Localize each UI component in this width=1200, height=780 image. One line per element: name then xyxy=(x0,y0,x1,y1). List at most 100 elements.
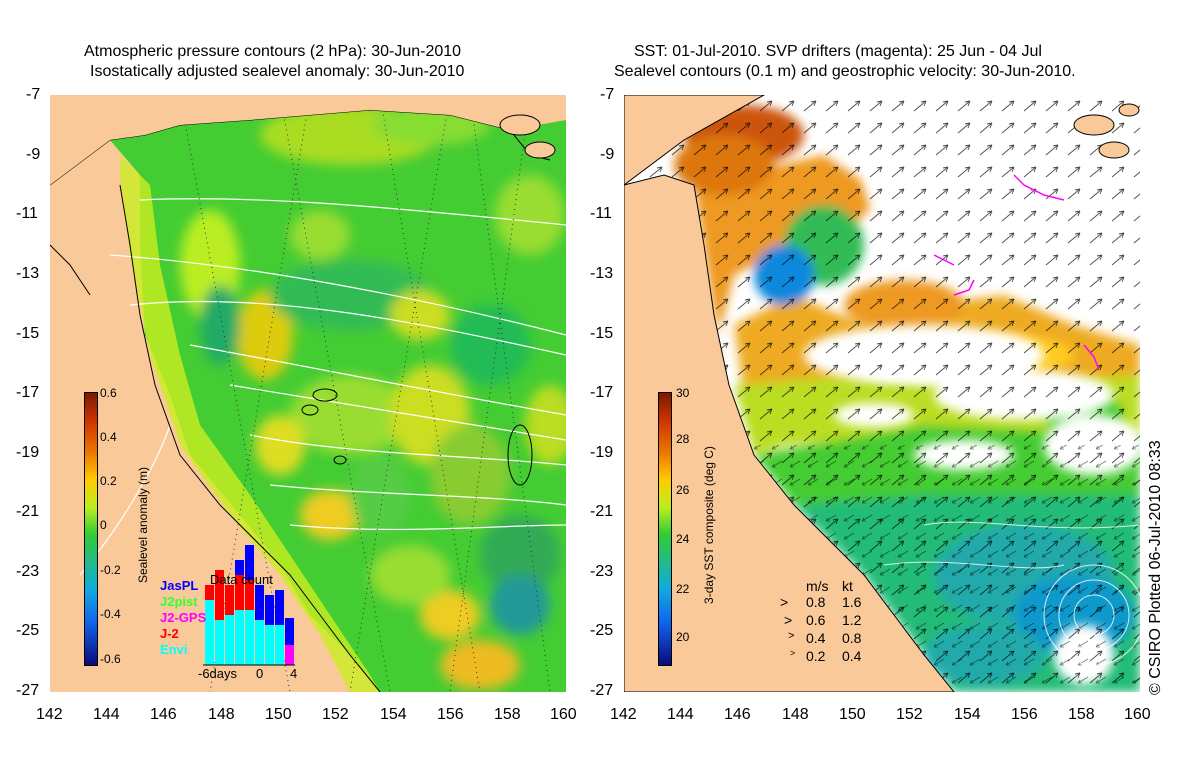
vel-arrow-1-icon: > xyxy=(784,612,793,628)
left-cb-tick-0: 0.6 xyxy=(100,386,117,400)
right-cb-tick-4: 22 xyxy=(676,582,690,596)
right-cb-tick-5: 20 xyxy=(676,630,690,644)
ocean-area xyxy=(110,95,566,692)
vel-arrow-2-icon: > xyxy=(788,630,795,642)
bar-5c xyxy=(245,545,254,580)
left-lon-3: 148 xyxy=(208,706,235,723)
right-lat-0: -7 xyxy=(600,86,615,103)
right-lon-4: 150 xyxy=(839,706,866,723)
left-title-line2: Isostatically adjusted sealevel anomaly:… xyxy=(90,63,465,80)
australia-coast xyxy=(624,174,955,692)
right-cb-tick-1: 28 xyxy=(676,432,690,446)
sealevel-contours xyxy=(883,521,1140,666)
bar-group xyxy=(205,545,294,665)
dc-legend-3: J-2 xyxy=(160,626,179,641)
sla-map-svg xyxy=(50,95,566,692)
right-lon-9: 160 xyxy=(1124,706,1151,723)
right-cb-tick-3: 24 xyxy=(676,532,690,546)
left-cb-title: Sealevel anomaly (m) xyxy=(136,466,150,584)
right-title-line2: Sealevel contours (0.1 m) and geostrophi… xyxy=(614,63,1076,80)
vel-row-2-kt: 0.8 xyxy=(842,630,862,646)
right-lon-8: 158 xyxy=(1068,706,1095,723)
left-lat-2: -11 xyxy=(16,205,38,222)
left-title-line1: Atmospheric pressure contours (2 hPa): 3… xyxy=(84,43,462,60)
right-lat-4: -15 xyxy=(590,325,614,342)
right-lat-2: -11 xyxy=(590,205,612,222)
right-lat-10: -27 xyxy=(590,682,614,699)
bar-3 xyxy=(225,615,234,665)
right-cb-title: 3-day SST composite (deg C) xyxy=(702,446,716,604)
right-lat-8: -23 xyxy=(590,563,614,580)
dc-xlabel-1: 0 xyxy=(256,666,264,681)
left-lon-5: 152 xyxy=(322,706,349,723)
left-lat-5: -17 xyxy=(16,384,40,401)
left-lon-6: 154 xyxy=(380,706,407,723)
bar-3b xyxy=(225,585,234,615)
left-lon-0: 142 xyxy=(36,706,63,723)
vel-arrow-3-icon: > xyxy=(790,648,796,658)
vel-row-3-kt: 0.4 xyxy=(842,648,862,664)
left-lat-6: -19 xyxy=(16,444,40,461)
vel-row-2-ms: 0.4 xyxy=(806,630,826,646)
right-lon-6: 154 xyxy=(954,706,981,723)
vel-row-0-kt: 1.6 xyxy=(842,594,862,610)
left-lat-4: -15 xyxy=(16,325,40,342)
right-lon-7: 156 xyxy=(1011,706,1038,723)
left-lat-7: -21 xyxy=(16,503,40,520)
left-cb-tick-4: -0.2 xyxy=(100,563,121,577)
left-lon-9: 160 xyxy=(550,706,577,723)
png-land xyxy=(50,95,566,185)
right-lat-7: -21 xyxy=(590,503,614,520)
left-lon-1: 144 xyxy=(93,706,120,723)
vel-header-ms: m/s xyxy=(806,578,829,594)
dc-legend-0: JasPL xyxy=(160,578,199,593)
dc-xlabel-2: 4 xyxy=(290,666,298,681)
bar-9b xyxy=(285,645,294,665)
left-cb-tick-3: 0 xyxy=(100,518,107,532)
vel-row-3-ms: 0.2 xyxy=(806,648,826,664)
right-lon-0: 142 xyxy=(610,706,637,723)
vel-header-kt: kt xyxy=(842,578,853,594)
satellite-tracks xyxy=(179,95,551,692)
png-coast xyxy=(624,95,766,186)
right-lon-5: 152 xyxy=(896,706,923,723)
left-cb-tick-5: -0.4 xyxy=(100,607,121,621)
dc-legend-1: J2pist xyxy=(160,594,198,609)
bar-2 xyxy=(215,570,224,665)
left-cb-tick-6: -0.6 xyxy=(100,652,121,666)
left-lon-2: 146 xyxy=(150,706,177,723)
left-lat-1: -9 xyxy=(26,146,41,163)
data-count-bars xyxy=(203,545,295,666)
bar-5 xyxy=(245,545,254,665)
left-lat-9: -25 xyxy=(16,622,40,639)
right-lat-6: -19 xyxy=(590,444,614,461)
solomon-islands xyxy=(499,114,556,159)
right-lon-3: 148 xyxy=(782,706,809,723)
right-lat-3: -13 xyxy=(590,265,614,282)
left-map[interactable] xyxy=(50,95,566,692)
right-lon-2: 146 xyxy=(724,706,751,723)
left-lon-7: 156 xyxy=(437,706,464,723)
right-title-line1: SST: 01-Jul-2010. SVP drifters (magenta)… xyxy=(634,43,1042,60)
bar-4c xyxy=(235,560,244,575)
data-count-title: Data count xyxy=(210,572,273,587)
right-cb-tick-2: 26 xyxy=(676,483,690,497)
right-cb-tick-0: 30 xyxy=(676,386,690,400)
bar-6b xyxy=(255,620,264,665)
bar-7b xyxy=(265,625,274,665)
left-lat-0: -7 xyxy=(26,86,41,103)
csiro-credit: © CSIRO Plotted 06-Jul-2010 08:33 xyxy=(1147,440,1164,695)
left-cb-tick-2: 0.2 xyxy=(100,474,117,488)
bar-2b xyxy=(215,620,224,665)
vel-row-0-ms: 0.8 xyxy=(806,594,826,610)
right-map[interactable] xyxy=(624,95,1140,692)
right-lat-5: -17 xyxy=(590,384,614,401)
left-cb-tick-1: 0.4 xyxy=(100,430,117,444)
data-count-inset: Data count -6days 0 4 xyxy=(158,540,298,681)
bar-1 xyxy=(205,600,214,665)
bar-5b xyxy=(245,610,254,665)
left-lon-4: 150 xyxy=(265,706,292,723)
islands-right xyxy=(1073,103,1140,159)
vel-arrow-0-icon: > xyxy=(780,594,789,610)
right-colorbar xyxy=(658,392,672,666)
